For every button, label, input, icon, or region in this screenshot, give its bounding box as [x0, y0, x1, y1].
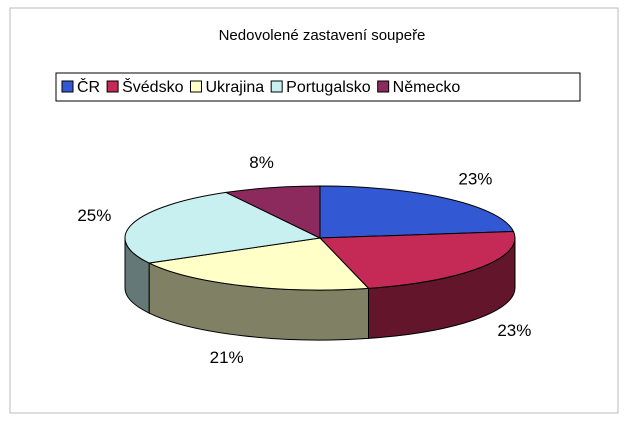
legend-label: ČR [77, 77, 100, 96]
data-label: 8% [249, 153, 274, 172]
legend-swatch [106, 80, 119, 93]
legend-swatch [189, 80, 202, 93]
chart-frame [9, 7, 619, 414]
pie-slice [319, 185, 515, 239]
data-label: 23% [497, 321, 531, 340]
pie-slice [318, 230, 516, 289]
legend-label: Portugalsko [286, 79, 371, 96]
data-label: 25% [77, 206, 111, 225]
legend-label: Ukrajina [205, 79, 264, 96]
legend-swatch [61, 80, 74, 93]
data-label: 21% [210, 348, 244, 367]
legend-label: Švédsko [122, 77, 183, 96]
pie-slice [124, 191, 322, 264]
legend-swatch [270, 80, 283, 93]
data-label: 23% [458, 170, 492, 189]
legend-label: Německo [393, 79, 461, 96]
pie-slice [147, 237, 370, 291]
legend-box [55, 72, 581, 102]
legend-swatch [377, 80, 390, 93]
pie-slice [224, 185, 321, 239]
chart-title: Nedovolené zastavení soupeře [219, 27, 426, 44]
